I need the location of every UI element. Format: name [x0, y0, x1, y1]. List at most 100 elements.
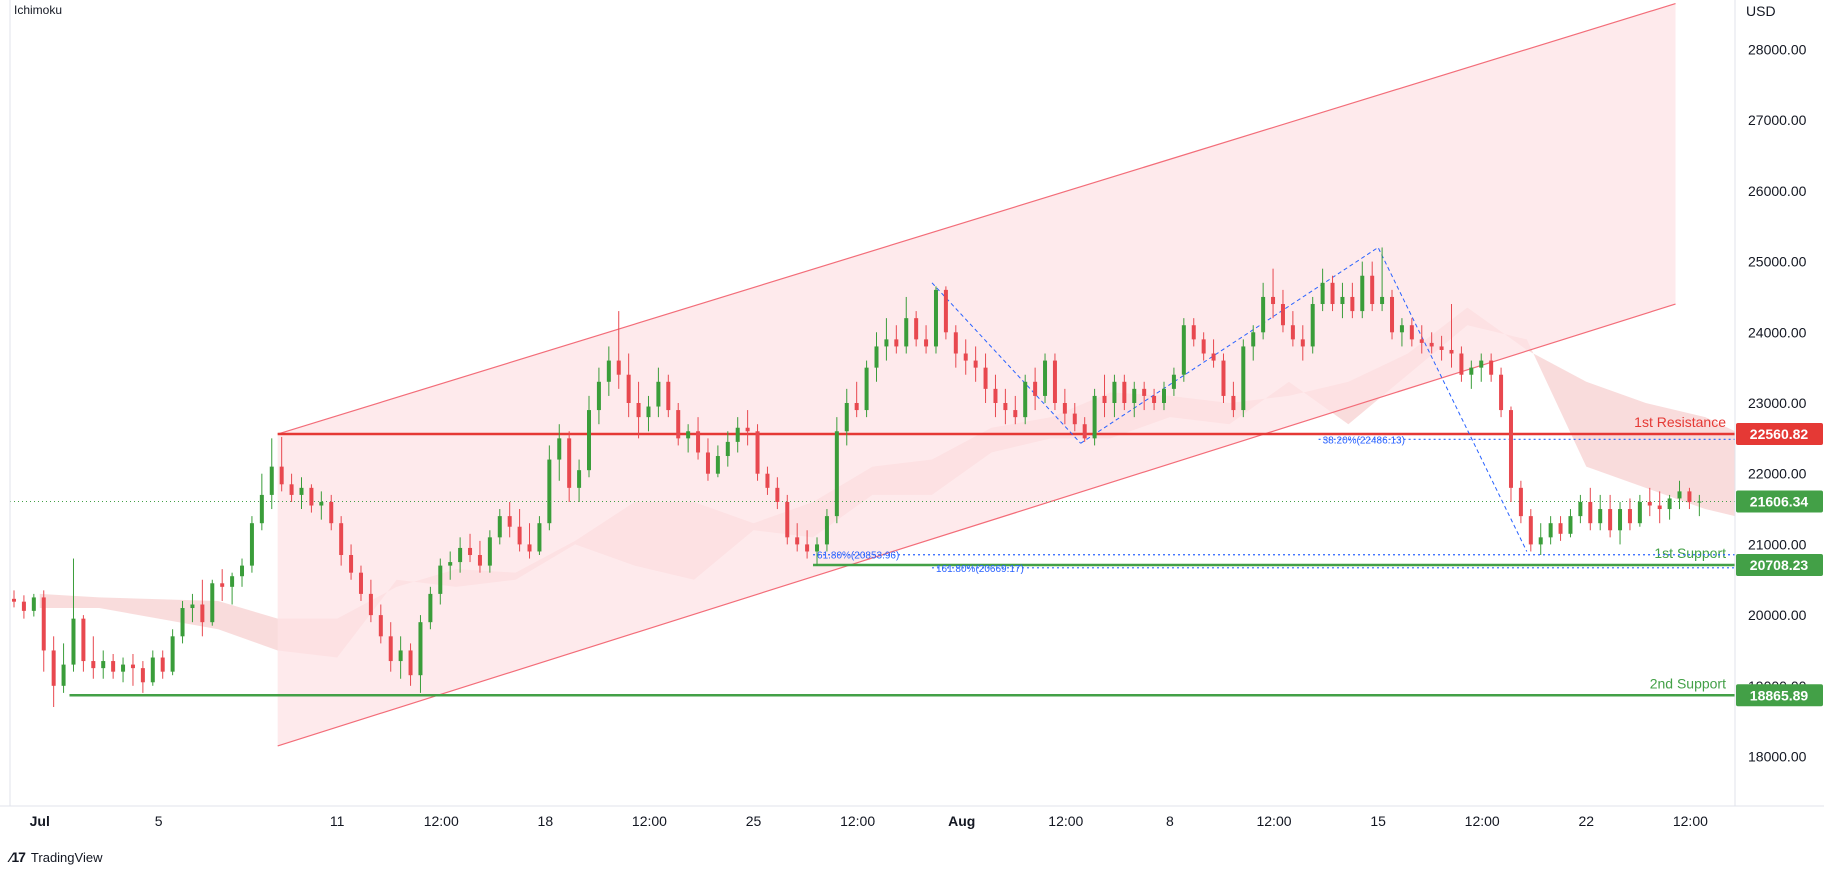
- candle-body[interactable]: [725, 441, 730, 457]
- candle-body[interactable]: [1499, 374, 1504, 411]
- candle-body[interactable]: [438, 565, 443, 594]
- candle-body[interactable]: [1508, 410, 1513, 488]
- candle-body[interactable]: [735, 427, 740, 442]
- candle-body[interactable]: [587, 410, 591, 471]
- candle-body[interactable]: [834, 431, 839, 517]
- candle-body[interactable]: [596, 381, 601, 411]
- candle-body[interactable]: [220, 583, 225, 587]
- candle-body[interactable]: [487, 537, 492, 566]
- candle-body[interactable]: [1132, 388, 1137, 403]
- candle-body[interactable]: [973, 360, 978, 368]
- candle-body[interactable]: [1479, 360, 1484, 368]
- candle-body[interactable]: [468, 547, 473, 556]
- candle-body[interactable]: [249, 523, 254, 566]
- candle-body[interactable]: [815, 544, 820, 552]
- candle-body[interactable]: [1033, 381, 1038, 396]
- candle-body[interactable]: [91, 661, 96, 669]
- candle-body[interactable]: [1350, 296, 1355, 312]
- candle-body[interactable]: [398, 650, 403, 662]
- candle-body[interactable]: [824, 516, 829, 545]
- candle-body[interactable]: [368, 593, 373, 616]
- candle-body[interactable]: [1290, 325, 1295, 340]
- candle-body[interactable]: [666, 381, 671, 411]
- candle-body[interactable]: [1409, 325, 1414, 340]
- candle-body[interactable]: [170, 636, 175, 672]
- candle-body[interactable]: [993, 388, 998, 403]
- candle-body[interactable]: [933, 289, 938, 347]
- candle-body[interactable]: [1171, 374, 1176, 389]
- candle-body[interactable]: [428, 593, 433, 623]
- candle-body[interactable]: [1152, 395, 1157, 403]
- candle-body[interactable]: [914, 318, 919, 340]
- candle-body[interactable]: [1191, 325, 1196, 340]
- candle-body[interactable]: [12, 598, 16, 602]
- candle-body[interactable]: [1181, 325, 1186, 375]
- candle-body[interactable]: [180, 608, 185, 637]
- candle-body[interactable]: [329, 501, 334, 524]
- candle-body[interactable]: [1062, 403, 1067, 414]
- candle-body[interactable]: [1439, 346, 1444, 350]
- channel-lower-line[interactable]: [277, 303, 1676, 747]
- candle-body[interactable]: [1677, 491, 1682, 499]
- candle-body[interactable]: [21, 601, 26, 611]
- candle-body[interactable]: [1469, 367, 1474, 375]
- candle-body[interactable]: [1380, 296, 1385, 305]
- candle-body[interactable]: [1558, 523, 1563, 534]
- candle-body[interactable]: [121, 664, 126, 672]
- candle-body[interactable]: [150, 657, 155, 683]
- candle-body[interactable]: [1627, 509, 1632, 524]
- candle-body[interactable]: [71, 618, 76, 665]
- candle-body[interactable]: [904, 318, 909, 347]
- candle-body[interactable]: [1251, 332, 1256, 347]
- candle-body[interactable]: [41, 597, 46, 651]
- candle-body[interactable]: [874, 346, 879, 368]
- candle-body[interactable]: [1043, 360, 1048, 396]
- candle-body[interactable]: [1231, 395, 1236, 411]
- candle-body[interactable]: [705, 452, 710, 474]
- candle-body[interactable]: [1102, 395, 1107, 403]
- candle-body[interactable]: [319, 501, 324, 506]
- candle-body[interactable]: [606, 360, 611, 382]
- candle-body[interactable]: [1280, 304, 1285, 326]
- candle-body[interactable]: [795, 537, 800, 545]
- candle-body[interactable]: [1548, 523, 1553, 538]
- candle-body[interactable]: [1082, 424, 1087, 439]
- candle-body[interactable]: [636, 403, 641, 418]
- candle-body[interactable]: [686, 431, 691, 439]
- candle-body[interactable]: [458, 547, 463, 563]
- candle-body[interactable]: [1271, 296, 1276, 305]
- candle-body[interactable]: [1687, 491, 1692, 502]
- candle-body[interactable]: [1261, 296, 1266, 333]
- candle-body[interactable]: [1598, 509, 1603, 524]
- candle-body[interactable]: [1647, 501, 1652, 506]
- candle-body[interactable]: [1201, 339, 1206, 354]
- candle-body[interactable]: [1390, 296, 1395, 333]
- candle-body[interactable]: [765, 473, 770, 488]
- candle-body[interactable]: [1340, 296, 1345, 305]
- candle-body[interactable]: [557, 438, 562, 460]
- candle-body[interactable]: [626, 374, 631, 403]
- candle-body[interactable]: [1092, 395, 1097, 439]
- candle-body[interactable]: [715, 456, 720, 474]
- candle-body[interactable]: [101, 661, 106, 669]
- candle-body[interactable]: [358, 572, 363, 594]
- candle-body[interactable]: [140, 668, 145, 683]
- candle-body[interactable]: [388, 636, 393, 662]
- candle-body[interactable]: [289, 484, 294, 495]
- candle-body[interactable]: [1588, 501, 1593, 524]
- candle-body[interactable]: [1538, 537, 1543, 545]
- candle-body[interactable]: [963, 353, 968, 361]
- candle-body[interactable]: [1578, 501, 1583, 517]
- channel-upper-line[interactable]: [277, 2, 1676, 435]
- candle-body[interactable]: [1300, 339, 1305, 347]
- candle-body[interactable]: [1112, 381, 1117, 403]
- candle-body[interactable]: [646, 406, 651, 418]
- candle-body[interactable]: [1657, 505, 1662, 510]
- candle-body[interactable]: [1023, 381, 1028, 418]
- candle-body[interactable]: [1162, 388, 1166, 403]
- candle-body[interactable]: [81, 618, 86, 662]
- candle-body[interactable]: [527, 544, 532, 552]
- candle-body[interactable]: [1459, 353, 1464, 375]
- candle-body[interactable]: [1518, 487, 1523, 517]
